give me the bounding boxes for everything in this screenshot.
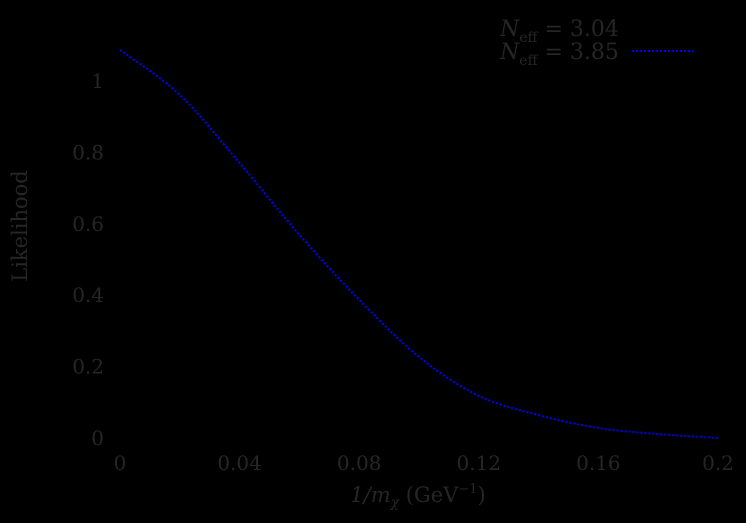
x-tick-label: 0.12 xyxy=(457,451,502,475)
legend: Neff = 3.04 Neff = 3.85 xyxy=(499,17,693,69)
x-tick-label: 0.04 xyxy=(217,451,262,475)
x-tick-label: 0.08 xyxy=(337,451,382,475)
y-axis-label: Likelihood xyxy=(8,170,32,282)
x-axis-label: 1/mχ (GeV−1) xyxy=(350,482,485,511)
legend-item-neff-3.04: Neff = 3.04 xyxy=(499,17,619,46)
y-tick-label: 0.2 xyxy=(72,355,104,379)
x-tick-label: 0.16 xyxy=(576,451,621,475)
y-tick-label: 0.8 xyxy=(72,140,104,164)
y-tick-label: 1 xyxy=(91,69,104,93)
y-tick-label: 0.4 xyxy=(72,283,104,307)
y-axis-ticks: 0 0.2 0.4 0.6 0.8 1 xyxy=(72,69,104,450)
legend-item-neff-3.85: Neff = 3.85 xyxy=(499,40,619,69)
x-axis-ticks: 0 0.04 0.08 0.12 0.16 0.2 xyxy=(114,451,734,475)
x-tick-label: 0 xyxy=(114,451,127,475)
y-tick-label: 0 xyxy=(91,426,104,450)
y-tick-label: 0.6 xyxy=(72,212,104,236)
x-tick-label: 0.2 xyxy=(702,451,734,475)
